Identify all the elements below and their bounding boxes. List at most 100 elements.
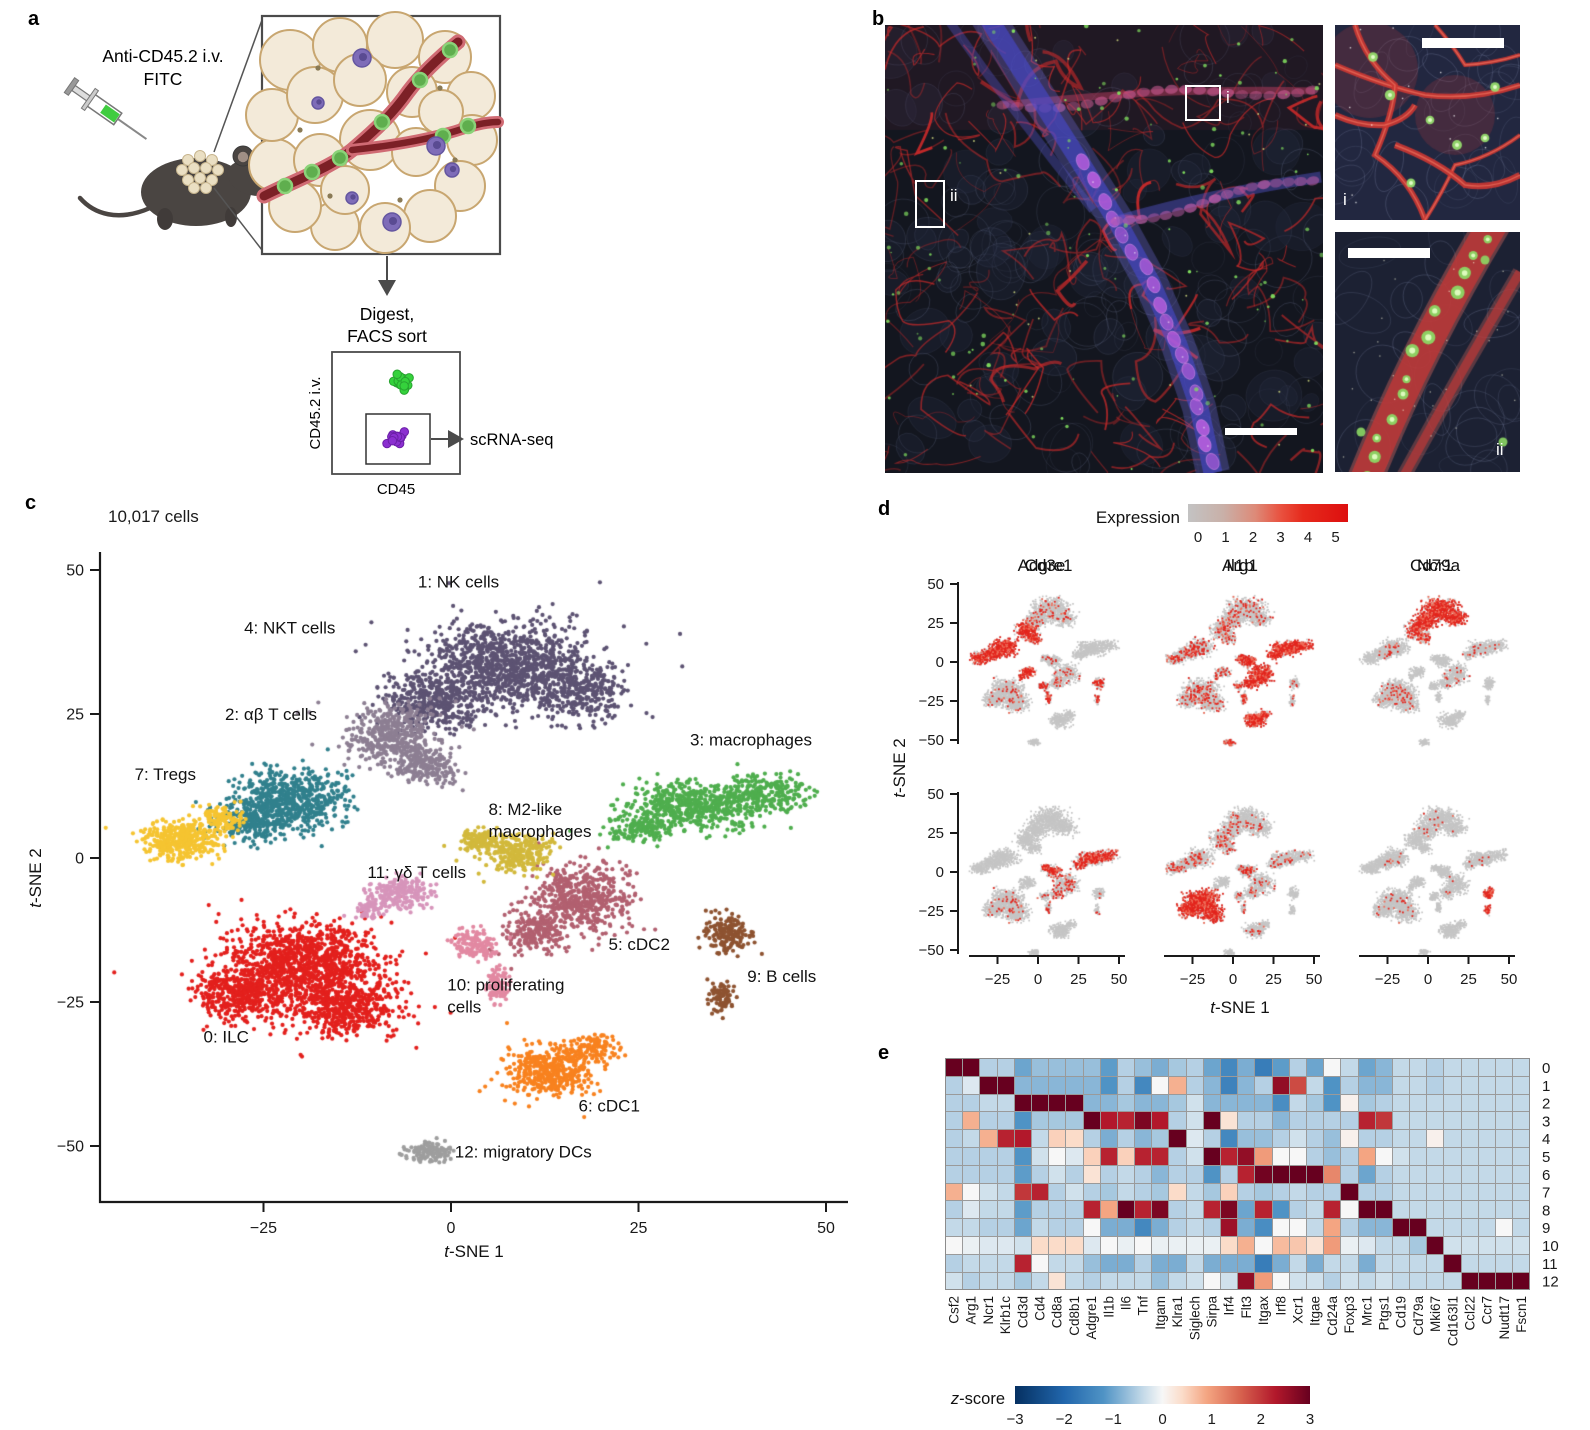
heatmap-cell	[1324, 1094, 1341, 1112]
fitc-cell	[276, 177, 294, 195]
heatmap-cell	[1392, 1059, 1410, 1076]
heatmap-cell	[1358, 1219, 1375, 1236]
heatmap-cell	[1444, 1165, 1461, 1183]
heatmap-cell	[1461, 1272, 1478, 1290]
heatmap-cell	[1031, 1147, 1049, 1165]
cluster-label-7: 7: Tregs	[135, 765, 196, 784]
roi-box-ii	[915, 180, 945, 228]
heatmap-cell	[1478, 1165, 1495, 1183]
heatmap-cell	[1478, 1219, 1495, 1236]
heatmap-gene-label: Xcr1	[1291, 1296, 1306, 1324]
heatmap-cell	[1289, 1254, 1306, 1272]
heatmap-cell	[1478, 1201, 1495, 1219]
heatmap-cell	[1341, 1236, 1358, 1254]
panel-e-letter: e	[878, 1042, 890, 1064]
heatmap-cell	[1461, 1183, 1478, 1201]
panel-d-letter: d	[878, 498, 891, 520]
mini-x-tick-label: 50	[1111, 971, 1128, 988]
heatmap-cell	[1083, 1201, 1100, 1219]
panel-b-letter: b	[872, 8, 885, 30]
heatmap-cell	[1461, 1147, 1478, 1165]
zscore-colorbar	[1015, 1386, 1310, 1404]
syringe-icon	[63, 77, 148, 140]
heatmap-cell	[1031, 1130, 1049, 1147]
heatmap-cell	[1083, 1272, 1100, 1290]
heatmap-cell	[1444, 1076, 1461, 1094]
mini-y-tick-label: 25	[927, 615, 944, 632]
heatmap-cell	[1255, 1130, 1272, 1147]
heatmap-cell	[1324, 1076, 1341, 1094]
heatmap-cell	[1427, 1254, 1444, 1272]
heatmap-cell	[1066, 1201, 1083, 1219]
heatmap-cell	[1496, 1236, 1513, 1254]
gene-title-cd3e: Cd3e	[1025, 556, 1066, 575]
heatmap-cell	[1169, 1059, 1186, 1076]
heatmap-gene-label: Ptgs1	[1377, 1296, 1392, 1331]
tsne-x-tick-label: 25	[630, 1220, 648, 1237]
heatmap-cell	[1375, 1236, 1392, 1254]
heatmap-cell	[1221, 1094, 1238, 1112]
heatmap-cell	[980, 1201, 997, 1219]
heatmap-cell	[1066, 1112, 1083, 1130]
heatmap-gene-label: Sirpa	[1205, 1296, 1220, 1328]
heatmap-gene-label: Foxp3	[1342, 1296, 1357, 1334]
heatmap-cell	[1375, 1254, 1392, 1272]
heatmap-cell	[963, 1059, 980, 1076]
fat-pad-cell	[176, 164, 188, 176]
heatmap-cell	[1444, 1183, 1461, 1201]
heatmap-cell	[1478, 1112, 1495, 1130]
heatmap-cell	[1186, 1059, 1203, 1076]
heatmap-cell	[1152, 1094, 1169, 1112]
heatmap-cell	[1496, 1219, 1513, 1236]
heatmap-row-label: 4	[1542, 1131, 1550, 1148]
adipocyte-nucleus	[437, 85, 443, 91]
heatmap-gene-label: Cd79a	[1411, 1296, 1426, 1336]
heatmap-cell	[1272, 1094, 1289, 1112]
heatmap-cell	[1238, 1059, 1255, 1076]
tsne-mini-adgre1	[965, 790, 1125, 958]
heatmap-cell	[1238, 1147, 1255, 1165]
heatmap-cell	[963, 1236, 980, 1254]
tsne-xlabel: t-SNE 1	[444, 1242, 504, 1261]
microscopy-main-image	[885, 25, 1323, 473]
tsne-y-tick-label: 25	[66, 707, 84, 724]
cluster-label-6: 6: cDC1	[579, 1096, 640, 1115]
heatmap-cell	[1186, 1130, 1203, 1147]
heatmap-cell	[1014, 1219, 1031, 1236]
heatmap-cell	[1324, 1201, 1341, 1219]
heatmap-cell	[1410, 1236, 1427, 1254]
facs-gate	[365, 413, 431, 465]
cluster-label-3: 3: macrophages	[690, 731, 812, 750]
heatmap-cell	[1496, 1165, 1513, 1183]
heatmap-cell	[1255, 1272, 1272, 1290]
heatmap-row-label: 2	[1542, 1096, 1550, 1113]
heatmap-cell	[1496, 1112, 1513, 1130]
heatmap-cell	[1392, 1165, 1410, 1183]
heatmap-cell	[1049, 1059, 1066, 1076]
gene-title-arg1: Arg1	[1222, 556, 1258, 575]
heatmap-cell	[946, 1112, 963, 1130]
heatmap-gene-label: Irf4	[1222, 1296, 1237, 1316]
heatmap-cell	[1014, 1147, 1031, 1165]
heatmap-cell	[946, 1165, 963, 1183]
mini-x-tick-label: 50	[1306, 971, 1323, 988]
heatmap-cell	[946, 1254, 963, 1272]
facs-y-axis-label: CD45.2 i.v.	[307, 376, 324, 449]
heatmap-cell	[1221, 1272, 1238, 1290]
heatmap-cell	[1513, 1059, 1530, 1076]
fitc-cell	[303, 163, 321, 181]
heatmap-cell	[1152, 1219, 1169, 1236]
heatmap-cell	[1272, 1183, 1289, 1201]
adipocyte-nucleus	[327, 193, 333, 199]
heatmap-gene-label: Cd8b1	[1067, 1296, 1082, 1336]
heatmap-gene-label: Cd24a	[1325, 1296, 1340, 1336]
fat-pad-cell	[206, 174, 218, 186]
heatmap-cell	[1221, 1254, 1238, 1272]
heatmap-cell	[1049, 1183, 1066, 1201]
heatmap-cell	[1221, 1147, 1238, 1165]
heatmap-gene-label: Ncr1	[981, 1296, 996, 1325]
heatmap-cell	[1358, 1254, 1375, 1272]
fat-pad-cell	[182, 174, 194, 186]
heatmap-cell	[1083, 1219, 1100, 1236]
heatmap-cell	[1049, 1112, 1066, 1130]
